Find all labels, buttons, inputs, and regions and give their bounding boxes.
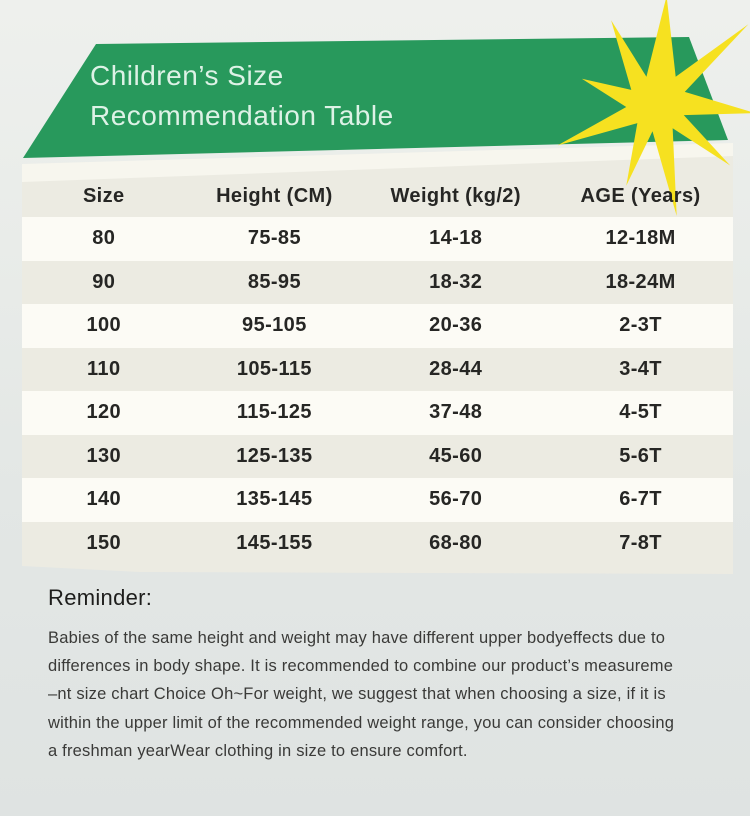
table-cell: 2-3T xyxy=(619,314,662,337)
table-cell: 18-32 xyxy=(429,270,483,293)
reminder-heading: Reminder: xyxy=(48,585,153,610)
reminder-line: within the upper limit of the recommende… xyxy=(48,713,675,732)
table-row: 110 105-115 28-44 3-4T xyxy=(22,348,733,392)
table-cell: 18-24M xyxy=(605,270,676,293)
table-cell: 68-80 xyxy=(429,531,483,554)
table-cell: 145-155 xyxy=(236,531,313,554)
table-row: 80 75-85 14-18 12-18M xyxy=(22,217,733,261)
table-cell: 6-7T xyxy=(619,488,662,511)
table-cell: 85-95 xyxy=(247,270,301,293)
table-row: 130 125-135 45-60 5-6T xyxy=(22,435,733,479)
table-cell: 20-36 xyxy=(429,314,483,337)
reminder-section: Reminder: Babies of the same height and … xyxy=(48,585,718,765)
table-cell: 56-70 xyxy=(429,488,483,511)
table-cell: 120 xyxy=(86,401,122,424)
table-cell: 110 xyxy=(87,357,121,380)
column-header-height: Height (CM) xyxy=(216,184,333,207)
table-cell: 90 xyxy=(92,270,116,293)
table-cell: 100 xyxy=(86,314,122,337)
table-cell: 28-44 xyxy=(429,357,483,380)
table-cell: 105-115 xyxy=(236,357,312,380)
table-cell: 3-4T xyxy=(619,357,662,380)
table-cell: 12-18M xyxy=(605,227,676,250)
table-cell: 7-8T xyxy=(619,531,662,554)
reminder-text: Babies of the same height and weight may… xyxy=(48,624,718,765)
column-header-size: Size xyxy=(82,184,125,207)
table-cell: 75-85 xyxy=(247,227,301,250)
table-cell: 80 xyxy=(92,227,116,250)
column-header-weight: Weight (kg/2) xyxy=(390,184,521,207)
starburst-icon xyxy=(557,0,750,216)
table-row: 90 85-95 18-32 18-24M xyxy=(22,261,733,305)
table-row: 100 95-105 20-36 2-3T xyxy=(22,304,733,348)
table-cell: 130 xyxy=(86,444,122,467)
table-cell: 4-5T xyxy=(619,401,662,424)
table-cell: 45-60 xyxy=(429,444,483,467)
reminder-line: Babies of the same height and weight may… xyxy=(48,629,666,647)
table-cell: 14-18 xyxy=(429,227,483,250)
size-table: Size Height (CM) Weight (kg/2) AGE (Year… xyxy=(22,175,733,565)
table-header-row: Size Height (CM) Weight (kg/2) AGE (Year… xyxy=(22,175,733,217)
reminder-line: a freshman yearWear clothing in size to … xyxy=(48,741,468,760)
table-cell: 5-6T xyxy=(619,444,662,467)
table-cell: 140 xyxy=(86,488,122,511)
table-cell: 37-48 xyxy=(429,401,483,424)
table-row: 120 115-125 37-48 4-5T xyxy=(22,391,733,435)
page-title: Children’s Size Recommendation Table xyxy=(90,56,394,136)
reminder-line: –nt size chart Choice Oh~For weight, we … xyxy=(48,685,666,704)
table-row: 140 135-145 56-70 6-7T xyxy=(22,478,733,522)
page-title-line2: Recommendation Table xyxy=(90,100,394,131)
table-cell: 125-135 xyxy=(236,444,313,467)
table-cell: 150 xyxy=(86,531,122,554)
table-cell: 135-145 xyxy=(236,488,313,511)
table-cell: 95-105 xyxy=(242,314,307,337)
reminder-line: differences in body shape. It is recomme… xyxy=(48,657,674,676)
column-header-age: AGE (Years) xyxy=(580,184,701,207)
table-row: 150 145-155 68-80 7-8T xyxy=(22,522,733,566)
page-title-line1: Children’s Size xyxy=(90,60,284,91)
table-cell: 115-125 xyxy=(236,401,312,424)
